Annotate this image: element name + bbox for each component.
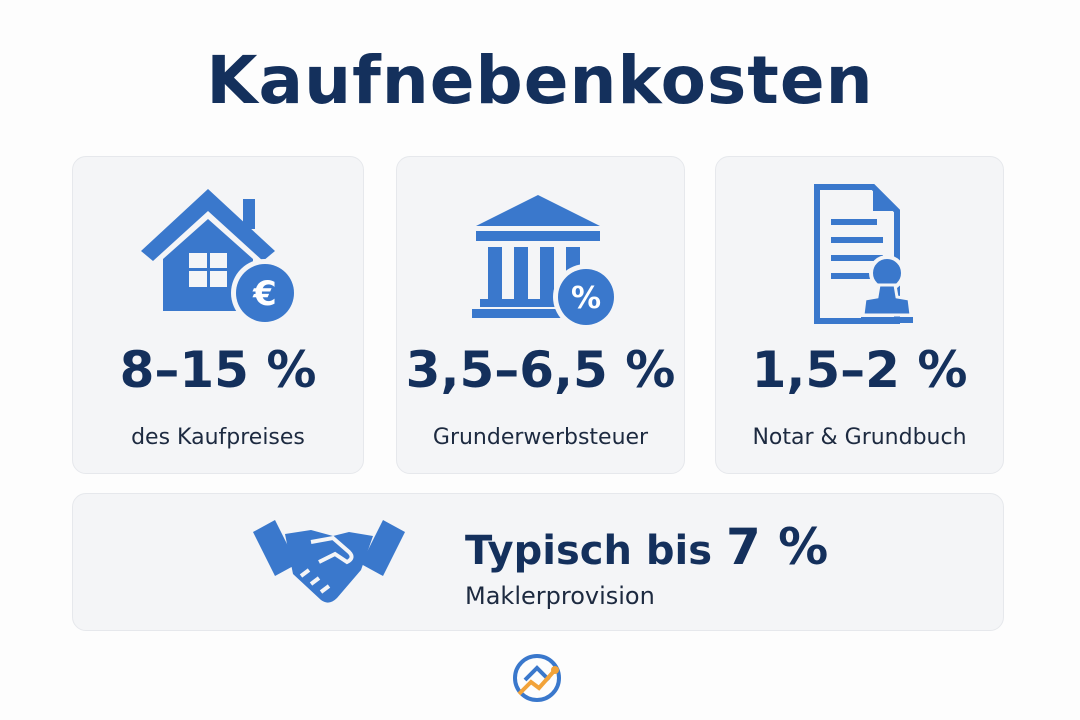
card-label: Grunderwerbsteuer xyxy=(432,425,649,450)
card-label: Notar & Grundbuch xyxy=(752,425,967,450)
footer-label: Maklerprovision xyxy=(465,582,655,610)
document-stamp-icon xyxy=(813,184,913,324)
card-value: 8–15 % xyxy=(119,341,317,399)
house-euro-icon: € xyxy=(141,189,299,327)
svg-text:%: % xyxy=(570,281,600,316)
handshake-icon xyxy=(253,520,405,603)
footer-card: Typisch bis 7 % Maklerprovision xyxy=(72,493,1004,631)
card-label: des Kaufpreises xyxy=(131,425,305,450)
card-value: 3,5–6,5 % xyxy=(405,341,676,399)
logo xyxy=(513,654,561,702)
bank-percent-icon: % xyxy=(471,195,619,330)
footer-value: 7 % xyxy=(725,518,829,576)
card-value: 1,5–2 % xyxy=(751,341,968,399)
title: Kaufnebenkosten xyxy=(206,42,874,119)
card: € 8–15 % des Kaufpreises xyxy=(72,156,364,474)
card: % 3,5–6,5 % Grunderwerbsteuer xyxy=(396,156,685,474)
card: 1,5–2 % Notar & Grundbuch xyxy=(715,156,1004,474)
footer-prefix: Typisch bis xyxy=(465,528,713,574)
svg-text:€: € xyxy=(252,274,277,314)
footer-headline: Typisch bis 7 % xyxy=(465,518,828,576)
